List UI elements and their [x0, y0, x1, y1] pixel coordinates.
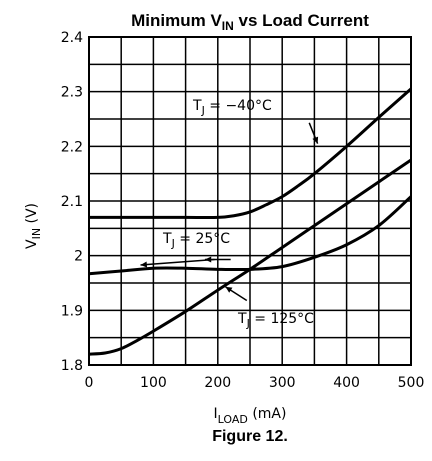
y-tick-label: 1.8	[61, 358, 83, 374]
leader-tj-125-arrowhead	[225, 286, 233, 293]
leader-tj-minus40-arrowhead	[312, 136, 319, 144]
grid	[88, 36, 412, 366]
x-tick-labels: 0 100 200 300 400 500	[85, 375, 425, 391]
y-tick-label: 2.3	[61, 85, 83, 101]
series-line-1	[89, 87, 412, 220]
label-tj-minus40: TJ = −40°C	[192, 98, 272, 117]
x-tick-label: 100	[140, 375, 167, 391]
plot-frame	[88, 36, 412, 366]
series-line-3	[88, 158, 412, 356]
y-tick-label: 2.1	[61, 194, 83, 210]
annotation-leaders	[140, 122, 319, 302]
label-tj-125: TJ = 125°C	[237, 311, 314, 330]
leader-tj-25-tail-arrowhead	[140, 261, 148, 268]
leader-tj-25-tail	[140, 258, 215, 266]
x-tick-label: 400	[333, 375, 360, 391]
y-tick-label: 1.9	[61, 303, 83, 319]
chart-title: Minimum VIN vs Load Current	[131, 11, 369, 33]
x-axis-label: ILOAD (mA)	[214, 406, 287, 426]
y-axis-label: VIN (V)	[24, 203, 43, 249]
x-tick-label: 0	[85, 375, 94, 391]
label-tj-25: TJ = 25°C	[162, 231, 230, 250]
y-tick-label: 2.4	[61, 30, 83, 46]
y-tick-labels: 1.8 1.9 2 2.1 2.2 2.3 2.4	[61, 30, 83, 374]
x-tick-label: 300	[269, 375, 296, 391]
y-tick-label: 2	[74, 249, 83, 265]
x-tick-label: 500	[398, 375, 425, 391]
y-tick-label: 2.2	[61, 139, 83, 155]
series-lines	[88, 87, 413, 356]
x-tick-label: 200	[204, 375, 231, 391]
figure-caption: Figure 12.	[212, 428, 288, 445]
